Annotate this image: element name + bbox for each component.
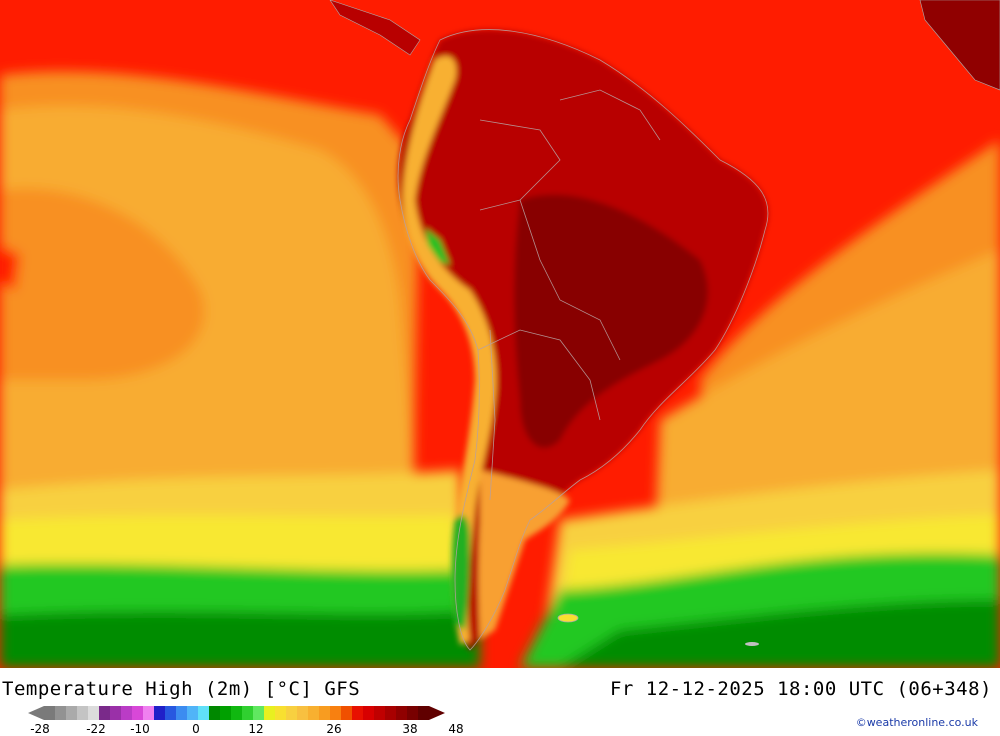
color-scale-legend (28, 706, 445, 720)
scale-color-swatch (99, 706, 110, 720)
interior-very-hot (514, 194, 708, 448)
scale-tick-label: 0 (192, 722, 200, 736)
scale-color-swatch (407, 706, 418, 720)
scale-color-swatch (110, 706, 121, 720)
scale-tick-label: 48 (448, 722, 464, 736)
scale-color-swatch (209, 706, 220, 720)
scale-color-swatch (242, 706, 253, 720)
scale-color-swatch (220, 706, 231, 720)
ocean-band-dark-green (0, 600, 1000, 668)
scale-color-swatch (297, 706, 308, 720)
credit-link[interactable]: ©weatheronline.co.uk (855, 716, 978, 729)
andes-cool-strip (402, 56, 497, 645)
scale-color-swatch (176, 706, 187, 720)
scale-color-swatch (363, 706, 374, 720)
scale-color-swatch (275, 706, 286, 720)
ocean-band-orange-west (0, 188, 205, 380)
south-georgia (745, 642, 759, 646)
scale-color-swatch (374, 706, 385, 720)
central-america (329, 0, 421, 56)
scale-color-swatch (231, 706, 242, 720)
temperature-map (0, 0, 1000, 668)
scale-tick-label: 26 (326, 722, 342, 736)
scale-color-swatch (88, 706, 99, 720)
scale-tick-label: 12 (248, 722, 264, 736)
scale-color-swatch (396, 706, 407, 720)
scale-color-swatch (187, 706, 198, 720)
scale-color-swatch (77, 706, 88, 720)
scale-color-swatch (253, 706, 264, 720)
scale-color-swatch (330, 706, 341, 720)
scale-color-swatch (66, 706, 77, 720)
scale-color-swatch (143, 706, 154, 720)
ocean-band-west-red-spot (0, 245, 20, 290)
scale-color-swatch (55, 706, 66, 720)
scale-color-swatch (286, 706, 297, 720)
scale-color-swatch (121, 706, 132, 720)
scale-color-swatch (198, 706, 209, 720)
scale-arrow-left (28, 706, 44, 720)
scale-color-swatch (319, 706, 330, 720)
scale-tick-label: -10 (130, 722, 150, 736)
scale-tick-label: -28 (30, 722, 50, 736)
scale-color-swatch (154, 706, 165, 720)
scale-tick-label: 38 (402, 722, 418, 736)
scale-color-swatch (264, 706, 275, 720)
scale-color-swatch (352, 706, 363, 720)
footer: Temperature High (2m) [°C] GFS Fr 12-12-… (0, 668, 1000, 736)
scale-color-swatch (418, 706, 429, 720)
scale-arrow-right (429, 706, 445, 720)
patagonia-green (451, 515, 470, 630)
scale-color-swatch (385, 706, 396, 720)
falkland-islands (557, 613, 579, 623)
scale-color-swatch (165, 706, 176, 720)
patagonia-warm (478, 470, 570, 640)
scale-color-swatch (132, 706, 143, 720)
africa-corner (919, 0, 1000, 91)
andes-green-peru (425, 228, 450, 265)
scale-color-swatch (44, 706, 55, 720)
scale-color-swatch (341, 706, 352, 720)
scale-color-swatch (308, 706, 319, 720)
scale-tick-label: -22 (86, 722, 106, 736)
map-title: Temperature High (2m) [°C] GFS (2, 678, 361, 700)
country-borders (397, 29, 769, 651)
forecast-datetime: Fr 12-12-2025 18:00 UTC (06+348) (609, 678, 992, 700)
